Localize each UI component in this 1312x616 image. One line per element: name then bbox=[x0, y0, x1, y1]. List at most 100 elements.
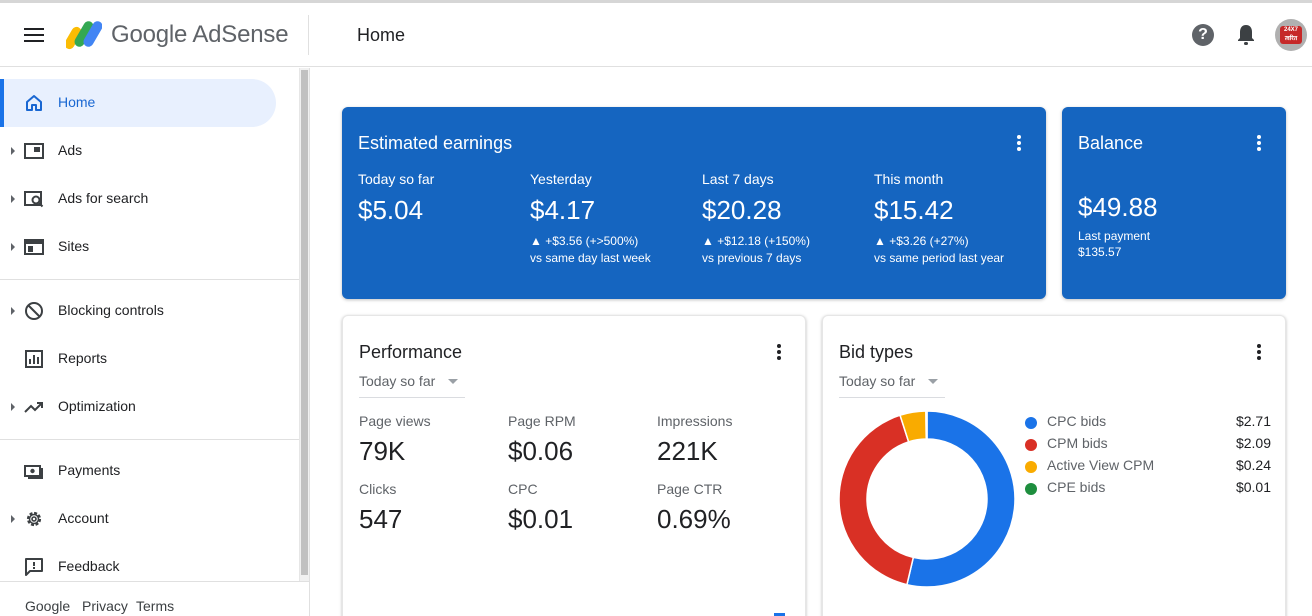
sidebar-item-label: Ads bbox=[58, 142, 83, 158]
balance-value: $49.88 bbox=[1078, 192, 1158, 222]
legend-row-cpe-bids: CPE bids $0.01 bbox=[1025, 479, 1271, 501]
more-options-icon[interactable] bbox=[1256, 344, 1262, 362]
metric-value: $4.17 bbox=[530, 195, 596, 225]
sidebar-item-reports[interactable]: Reports bbox=[0, 335, 276, 383]
perf-metric-page-ctr: Page CTR 0.69% bbox=[657, 481, 797, 535]
expand-caret-icon[interactable] bbox=[11, 243, 15, 251]
sites-icon bbox=[24, 239, 44, 255]
perf-metric-page-rpm: Page RPM $0.06 bbox=[508, 413, 648, 467]
donut-slice-cpe-bids[interactable] bbox=[925, 410, 928, 440]
sidebar-item-payments[interactable]: Payments bbox=[0, 447, 276, 495]
header-divider bbox=[308, 15, 309, 55]
date-range-dropdown[interactable]: Today so far bbox=[359, 371, 465, 398]
sidebar-item-ads-for-search[interactable]: Ads for search bbox=[0, 175, 276, 223]
metric-label: Clicks bbox=[359, 481, 397, 497]
notifications-bell-icon[interactable] bbox=[1236, 23, 1256, 47]
legend-name: CPE bids bbox=[1047, 479, 1106, 495]
sidebar-item-account[interactable]: Account bbox=[0, 495, 276, 543]
metric-value: 547 bbox=[359, 504, 403, 534]
sidebar-divider bbox=[0, 439, 299, 440]
more-options-icon[interactable] bbox=[1016, 135, 1022, 153]
metric-label: Page CTR bbox=[657, 481, 723, 497]
metric-value: 221K bbox=[657, 436, 718, 466]
payments-icon bbox=[24, 465, 43, 479]
earnings-metric-today: Today so far $5.04 bbox=[358, 171, 528, 226]
performance-card: Performance Today so far Page views 79K … bbox=[342, 315, 806, 616]
metric-label: This month bbox=[874, 171, 944, 187]
bid-types-donut-chart bbox=[838, 410, 1016, 588]
legend-name: CPC bids bbox=[1047, 413, 1107, 429]
card-title: Estimated earnings bbox=[358, 133, 513, 153]
date-range-dropdown[interactable]: Today so far bbox=[839, 371, 945, 398]
app-header: Google AdSense Home ? 24X7 त्वरित bbox=[0, 3, 1312, 67]
footer-link-terms[interactable]: Terms bbox=[136, 598, 175, 614]
expand-caret-icon[interactable] bbox=[11, 403, 15, 411]
metric-value: 79K bbox=[359, 436, 406, 466]
metric-label: Yesterday bbox=[530, 171, 592, 187]
expand-caret-icon[interactable] bbox=[11, 307, 15, 315]
footer-link-privacy[interactable]: Privacy bbox=[82, 598, 128, 614]
sidebar-item-label: Reports bbox=[58, 350, 108, 366]
adsense-logo-icon bbox=[66, 21, 102, 50]
ads-icon bbox=[24, 143, 44, 159]
legend-dot-icon bbox=[1025, 461, 1037, 473]
sidebar-item-label: Ads for search bbox=[58, 190, 149, 206]
perf-metric-page-views: Page views 79K bbox=[359, 413, 499, 467]
earnings-metric-last-7-days: Last 7 days $20.28 ▲ +$12.18 (+150%) vs … bbox=[702, 171, 872, 265]
help-icon[interactable]: ? bbox=[1192, 24, 1214, 46]
earnings-metric-this-month: This month $15.42 ▲ +$3.26 (+27%) vs sam… bbox=[874, 171, 1044, 265]
dropdown-arrow-icon bbox=[448, 379, 458, 384]
metric-value: $20.28 bbox=[702, 195, 782, 225]
perf-metric-cpc: CPC $0.01 bbox=[508, 481, 648, 535]
chart-bar-fragment bbox=[774, 613, 785, 616]
block-icon bbox=[25, 302, 43, 320]
balance-card: Balance $49.88 Last payment $135.57 bbox=[1062, 107, 1286, 299]
sidebar-item-optimization[interactable]: Optimization bbox=[0, 383, 276, 431]
legend-name: Active View CPM bbox=[1047, 457, 1155, 473]
more-options-icon[interactable] bbox=[776, 344, 782, 362]
metric-change: ▲ +$12.18 (+150%) bbox=[702, 234, 810, 248]
legend-dot-icon bbox=[1025, 483, 1037, 495]
metric-comparison: vs same day last week bbox=[530, 251, 651, 265]
last-payment-label: Last payment bbox=[1078, 229, 1151, 243]
card-title: Performance bbox=[359, 342, 463, 362]
dropdown-selected-value: Today so far bbox=[839, 373, 916, 389]
sidebar-item-blocking-controls[interactable]: Blocking controls bbox=[0, 287, 276, 335]
sidebar-scrollbar[interactable] bbox=[299, 68, 309, 581]
bar-chart-icon bbox=[25, 350, 43, 368]
perf-metric-impressions: Impressions 221K bbox=[657, 413, 797, 467]
app-logo-text[interactable]: Google AdSense bbox=[111, 21, 289, 48]
sidebar-item-feedback[interactable]: Feedback bbox=[0, 543, 276, 581]
main-content-divider bbox=[309, 68, 310, 616]
account-avatar[interactable]: 24X7 त्वरित bbox=[1275, 19, 1307, 51]
metric-label: Page RPM bbox=[508, 413, 576, 429]
donut-slice-cpm-bids[interactable] bbox=[838, 414, 915, 586]
sidebar-item-label: Sites bbox=[58, 238, 90, 254]
legend-value: $0.24 bbox=[1235, 457, 1271, 473]
expand-caret-icon[interactable] bbox=[11, 515, 15, 523]
metric-label: Today so far bbox=[358, 171, 435, 187]
page-title: Home bbox=[357, 25, 406, 45]
legend-value: $2.71 bbox=[1235, 413, 1271, 429]
expand-caret-icon[interactable] bbox=[11, 195, 15, 203]
more-options-icon[interactable] bbox=[1256, 135, 1262, 153]
sidebar-item-label: Account bbox=[58, 510, 109, 526]
metric-label: Page views bbox=[359, 413, 431, 429]
donut-slice-cpc-bids[interactable] bbox=[906, 410, 1016, 588]
metric-value: $0.01 bbox=[508, 504, 574, 534]
sidebar-item-ads[interactable]: Ads bbox=[0, 127, 276, 175]
dropdown-selected-value: Today so far bbox=[359, 373, 436, 389]
expand-caret-icon[interactable] bbox=[11, 147, 15, 155]
metric-label: CPC bbox=[508, 481, 538, 497]
earnings-metric-yesterday: Yesterday $4.17 ▲ +$3.56 (+>500%) vs sam… bbox=[530, 171, 700, 265]
menu-icon[interactable] bbox=[24, 25, 46, 45]
estimated-earnings-card: Estimated earnings Today so far $5.04 Ye… bbox=[342, 107, 1046, 299]
legend-row-active-view-cpm: Active View CPM $0.24 bbox=[1025, 457, 1271, 479]
footer-link-google[interactable]: Google bbox=[25, 598, 71, 614]
metric-change: ▲ +$3.56 (+>500%) bbox=[530, 234, 639, 248]
sidebar-item-sites[interactable]: Sites bbox=[0, 223, 276, 271]
sidebar-scrollbar-thumb[interactable] bbox=[301, 70, 308, 575]
metric-value: $15.42 bbox=[874, 195, 954, 225]
metric-label: Impressions bbox=[657, 413, 733, 429]
sidebar-item-home[interactable]: Home bbox=[0, 79, 276, 127]
